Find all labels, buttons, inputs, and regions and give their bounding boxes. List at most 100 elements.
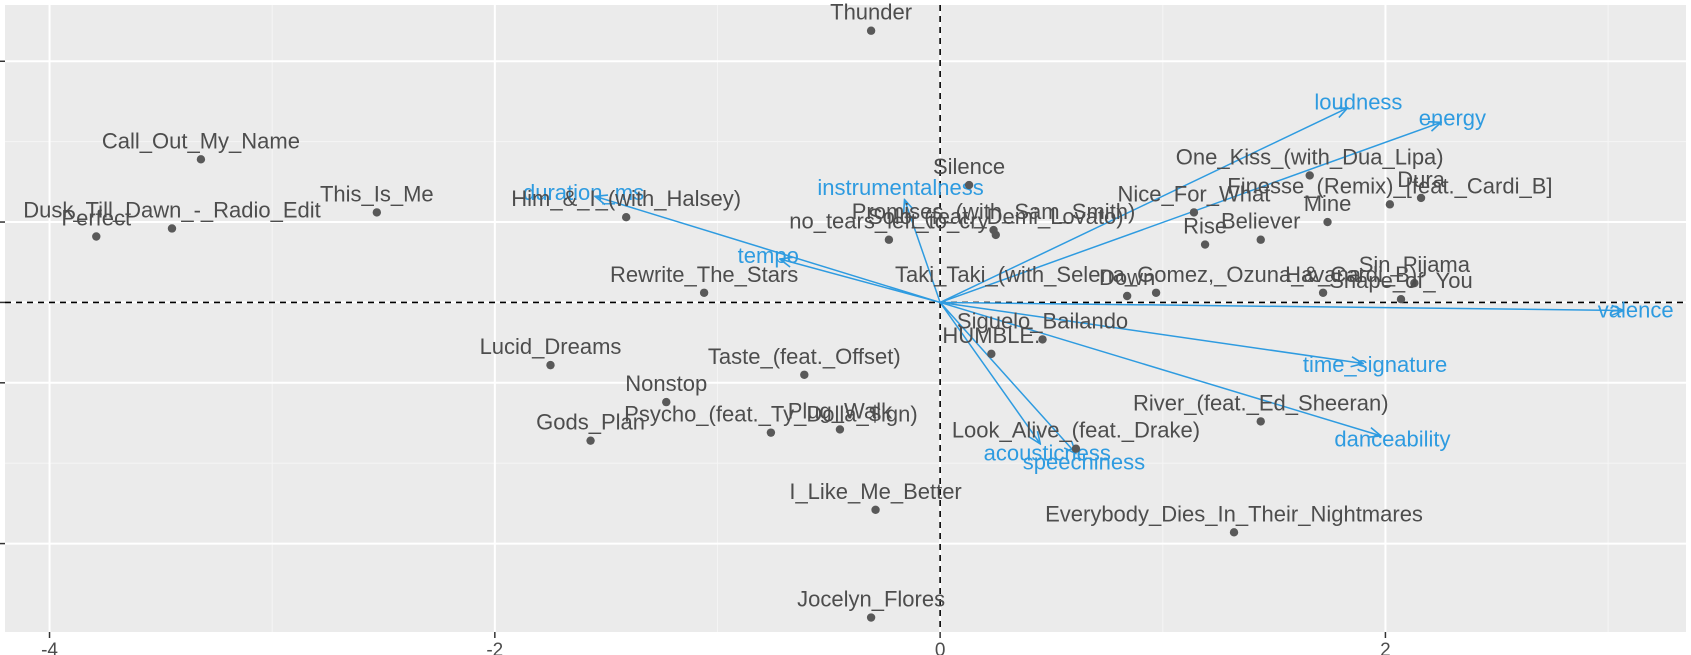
observation-points: Thunder Call_Out_My_Name PerfectDusk_Till_… (23, 0, 1553, 622)
observation-point (1122, 291, 1132, 301)
point-label: Silence (933, 154, 1005, 179)
vector-label: duration_ms (523, 180, 644, 205)
observation-point (766, 428, 776, 437)
observation-point (1385, 200, 1395, 209)
point-label: Taki_Taki_(with_Selena_Gomez,_Ozuna_&_Ca… (895, 262, 1417, 287)
point-label: Nice_For_What (1118, 181, 1271, 206)
observation-point (989, 225, 998, 235)
point-label: Taste_(feat._Offset) (708, 344, 901, 369)
point-label: Everybody_Dies_In_Their_Nightmares (1045, 501, 1423, 526)
observation-point (835, 425, 845, 434)
point-label: Gods_Plan (536, 410, 645, 435)
observation-point (1410, 278, 1419, 288)
point-label: Finesse_(Remix)_[feat._Cardi_B] (1227, 173, 1552, 198)
observation-point (1229, 528, 1239, 537)
axes: -4 -2 0 2 (0, 60, 1391, 655)
point-label: Siguelo_Bailando (957, 308, 1128, 333)
observation-point (1256, 235, 1265, 244)
point-label: Nonstop (625, 371, 707, 396)
observation-point (964, 180, 974, 190)
point-label: Believer (1221, 209, 1300, 234)
vector-arrow (940, 301, 1624, 310)
vector-label: acousticness (984, 441, 1111, 466)
point-label: Havana (1285, 262, 1362, 287)
point-label: River_(feat._Ed_Sheeran) (1133, 390, 1389, 415)
loading-vectors: loudness energy duration_ms instrumentalnes… (523, 90, 1674, 475)
point-label: Look_Alive_(feat._Drake) (952, 418, 1200, 443)
point-label: Dusk_Till_Dawn_-_Radio_Edit (23, 197, 321, 222)
point-label: Jocelyn_Flores (797, 587, 945, 612)
vector-label: tempo (738, 243, 799, 268)
x-tick-label: -4 (41, 640, 58, 655)
point-label: Rise (1183, 214, 1227, 239)
point-label: I_Like_Me_Better (789, 479, 961, 504)
point-label: no_tears_left_to_cry (789, 209, 988, 234)
vector-label: danceability (1334, 426, 1450, 451)
point-label: HUMBLE. (942, 323, 1040, 348)
point-label: Mine (1304, 191, 1352, 216)
observation-point (1416, 193, 1426, 203)
point-label: Call_Out_My_Name (102, 128, 300, 153)
observation-point (1071, 444, 1081, 453)
vector-arrow (939, 301, 1381, 435)
observation-point (1305, 171, 1314, 180)
observation-point (167, 224, 177, 233)
point-label: Dura (1397, 167, 1445, 192)
vector-arrow (905, 200, 941, 303)
point-label: Him_&_I_(with_Halsey) (511, 186, 741, 211)
observation-point (699, 288, 709, 297)
x-tick-label: 0 (935, 640, 946, 655)
observation-point (1318, 288, 1328, 297)
vector-label: energy (1419, 105, 1486, 130)
point-label: Lucid_Dreams (480, 334, 622, 359)
vector-label: instrumentalness (817, 175, 983, 200)
point-label: Solo_(feat._Demi_Lovato) (868, 204, 1124, 229)
observation-point (1189, 208, 1199, 217)
observation-point (1323, 217, 1332, 227)
vector-arrow (939, 108, 1347, 304)
observation-point (662, 397, 671, 407)
point-label: Shape_of_You (1329, 268, 1473, 293)
x-tick-label: -2 (486, 640, 503, 655)
point-label: Promises_(with_Sam_Smith) (852, 199, 1136, 224)
observation-point (884, 235, 894, 244)
plot-panel (5, 5, 1686, 632)
observation-point (871, 505, 880, 515)
observation-point (866, 613, 876, 622)
vector-label: loudness (1314, 90, 1402, 115)
observation-point (546, 360, 555, 370)
observation-point (866, 26, 876, 35)
observation-point (800, 370, 809, 379)
vector-arrow (780, 259, 941, 304)
observation-point (987, 349, 996, 359)
observation-point (1038, 335, 1047, 344)
point-label: Sin_Pijama (1359, 252, 1471, 277)
x-tick-label: 2 (1380, 640, 1391, 655)
vector-label: valence (1598, 298, 1674, 323)
reference-lines (5, 5, 1686, 632)
vector-arrow (595, 196, 941, 304)
point-label: Rewrite_The_Stars (610, 262, 798, 287)
observation-point (196, 155, 206, 164)
observation-point (1151, 288, 1161, 297)
minor-gridlines (5, 5, 1686, 632)
point-label: Psycho_(feat._Ty_Dolla_$ign) (624, 402, 918, 427)
vector-label: speechiness (1023, 449, 1145, 474)
vector-arrow (939, 301, 1076, 453)
point-label: One_Kiss_(with_Dua_Lipa) (1176, 144, 1444, 169)
observation-point (372, 208, 382, 217)
point-label: Perfect (61, 206, 131, 231)
vector-arrow (940, 301, 1363, 363)
observation-point (621, 213, 631, 222)
observation-point (1256, 417, 1265, 426)
observation-point (1200, 240, 1210, 249)
point-label: Plug_Walk (788, 398, 893, 423)
observation-point (1396, 295, 1406, 304)
vector-label: time_signature (1303, 352, 1447, 377)
observation-point (92, 232, 101, 241)
point-label: Thunder (830, 0, 912, 25)
vector-arrow (939, 301, 1040, 443)
observation-point (586, 436, 595, 445)
